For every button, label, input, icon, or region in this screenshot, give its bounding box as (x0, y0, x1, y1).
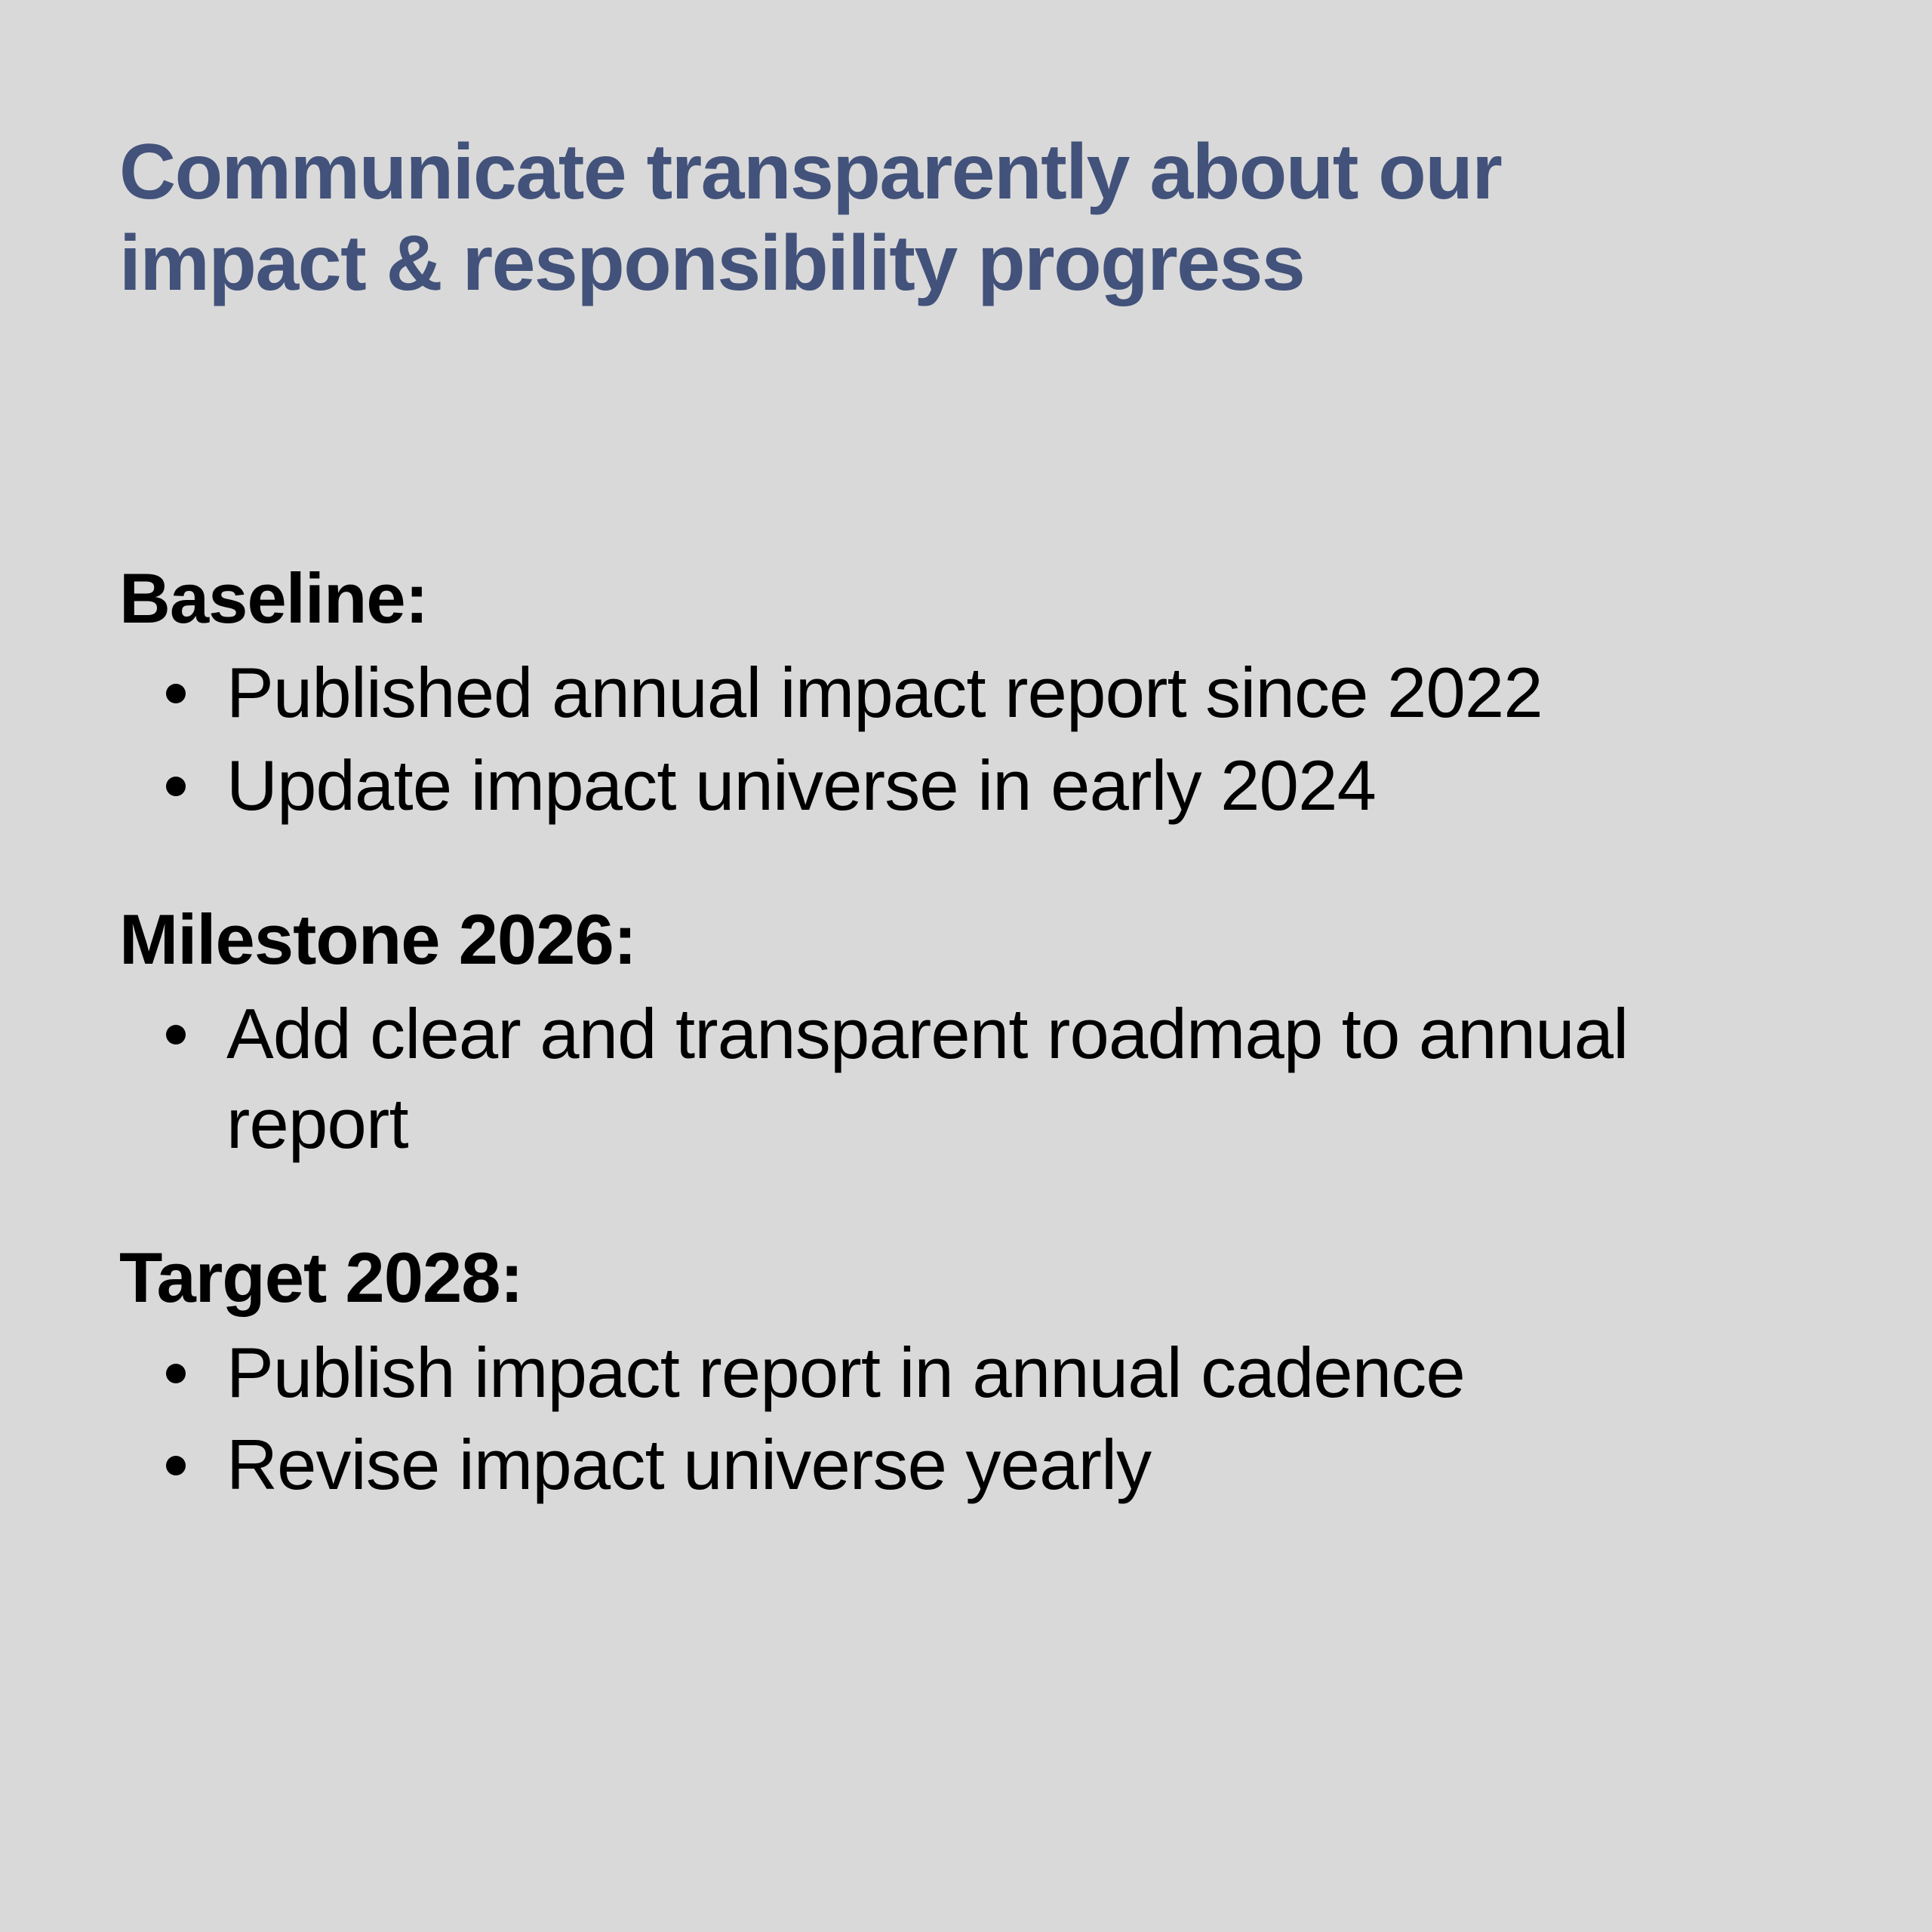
section-heading-milestone-2026: Milestone 2026: (119, 900, 637, 980)
bullet-dot-icon (166, 1025, 186, 1045)
section-heading-baseline: Baseline: (119, 558, 429, 638)
list-item-label: Publish impact report in annual cadence (226, 1332, 1466, 1412)
list-item: Add clear and transparent roadmap to ann… (119, 989, 1780, 1168)
section-heading-target-2028: Target 2028: (119, 1238, 524, 1318)
roadmap-sections: Baseline: Published annual impact report… (119, 558, 1780, 1509)
bullet-dot-icon (166, 776, 186, 796)
list-item-label: Update impact universe in early 2024 (226, 745, 1377, 825)
section-baseline: Baseline: Published annual impact report… (119, 558, 1780, 830)
section-milestone-2026: Milestone 2026: Add clear and transparen… (119, 900, 1780, 1168)
list-item: Published annual impact report since 202… (119, 648, 1780, 737)
bullet-list-target-2028: Publish impact report in annual cadence … (119, 1328, 1780, 1510)
bullet-dot-icon (166, 684, 186, 704)
bullet-list-baseline: Published annual impact report since 202… (119, 648, 1780, 830)
list-item-label: Revise impact universe yearly (226, 1424, 1152, 1504)
bullet-list-milestone-2026: Add clear and transparent roadmap to ann… (119, 989, 1780, 1168)
bullet-dot-icon (166, 1455, 186, 1475)
list-item: Update impact universe in early 2024 (119, 741, 1780, 830)
bullet-dot-icon (166, 1363, 186, 1383)
page-title: Communicate transparently about our impa… (119, 128, 1503, 307)
list-item-label: Published annual impact report since 202… (226, 653, 1543, 733)
list-item: Revise impact universe yearly (119, 1420, 1780, 1509)
list-item: Publish impact report in annual cadence (119, 1328, 1780, 1417)
list-item-label: Add clear and transparent roadmap to ann… (226, 994, 1629, 1163)
section-target-2028: Target 2028: Publish impact report in an… (119, 1238, 1780, 1509)
